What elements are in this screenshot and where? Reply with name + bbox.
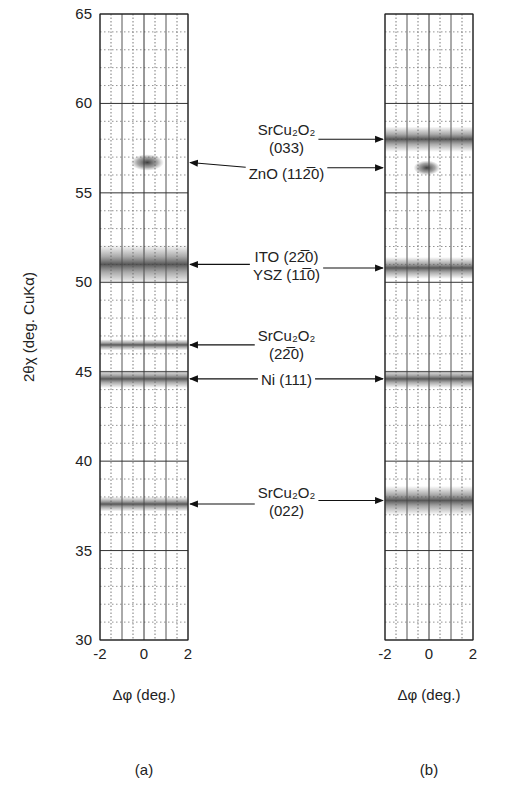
plot-background [385, 14, 473, 640]
plot-frame [100, 14, 188, 640]
y-tick-label: 65 [75, 5, 92, 22]
peak-label: SrCu₂O₂(22̅0) [258, 327, 316, 362]
peak-band [385, 370, 473, 388]
peak-band [100, 339, 188, 350]
plot-frame [385, 14, 473, 640]
peak-band [100, 245, 188, 285]
y-axis-title: 2θχ (deg. CuKα) [20, 272, 37, 382]
peak-label: Ni (111) [261, 371, 312, 388]
grid-line [385, 103, 473, 104]
annotations: SrCu₂O₂(033)ZnO (112̅0)ITO (22̅0)YSZ (11… [190, 121, 383, 519]
arrow [327, 167, 383, 168]
peak-label-line: ITO (22̅0) [255, 248, 319, 265]
grid-line [100, 103, 188, 104]
x-tick-label: 0 [425, 645, 433, 662]
arrow [315, 378, 383, 379]
grid-line [429, 14, 430, 640]
peak-label-line: ZnO (112̅0) [249, 165, 325, 182]
grid-line [100, 550, 188, 551]
grid-line [100, 461, 188, 462]
grid-line [385, 192, 473, 193]
peak-band [100, 370, 188, 388]
minor-grid [451, 14, 452, 640]
y-tick-label: 60 [75, 94, 92, 111]
y-tick-label: 55 [75, 184, 92, 201]
peak-label: ZnO (112̅0) [249, 165, 325, 182]
minor-grid [122, 14, 123, 640]
peak-band [385, 486, 473, 515]
minor-grid [407, 14, 408, 640]
peak-spot [131, 154, 164, 171]
minor-grid [396, 14, 397, 640]
grid [385, 14, 473, 640]
peak-band [385, 126, 473, 151]
arrow [190, 378, 258, 379]
minor-grid [133, 14, 134, 640]
peak-label: ITO (22̅0)YSZ (11̅0) [253, 248, 320, 283]
arrow [323, 267, 383, 268]
minor-grid [111, 14, 112, 640]
x-axis-title: Δφ (deg.) [397, 686, 460, 703]
minor-grid [462, 14, 463, 640]
arrow [190, 504, 255, 505]
x-axis-title: Δφ (deg.) [112, 686, 175, 703]
minor-grid [155, 14, 156, 640]
minor-grid [166, 14, 167, 640]
panel-label: (a) [135, 761, 153, 778]
peak-label: SrCu₂O₂(022) [258, 484, 316, 519]
plot-background [100, 14, 188, 640]
peak-label-line: SrCu₂O₂ [258, 327, 316, 344]
x-tick-label: 0 [140, 645, 148, 662]
panel-label: (b) [420, 761, 438, 778]
peak-label-line: SrCu₂O₂ [258, 484, 316, 501]
x-tick-label: 2 [184, 645, 192, 662]
peak-label-line: SrCu₂O₂ [258, 121, 316, 138]
figure: -2 0 2 30 35 40 45 50 55 60 65 Δφ (deg.) 2θχ (deg. C… [0, 0, 510, 801]
arrow [190, 344, 255, 345]
peak-spot [414, 160, 440, 175]
grid-line [385, 461, 473, 462]
grid-line [100, 192, 188, 193]
peak-label-line: (033) [269, 139, 304, 156]
arrow [190, 162, 246, 167]
y-tick-label: 45 [75, 363, 92, 380]
minor-grid [440, 14, 441, 640]
minor-grid [418, 14, 419, 640]
peak-band [385, 257, 473, 279]
y-tick-label: 35 [75, 542, 92, 559]
peaks [100, 154, 188, 511]
peak-label-line: (022) [269, 502, 304, 519]
arrow [318, 139, 383, 140]
grid-line [385, 550, 473, 551]
x-tick-label: -2 [378, 645, 391, 662]
minor-grid [177, 14, 178, 640]
peak-label-line: (22̅0) [269, 345, 304, 362]
panel: -2 0 2 Δφ (deg.) (b) [378, 14, 477, 778]
grid-line [144, 14, 145, 640]
grid-line [385, 282, 473, 283]
y-tick-label: 50 [75, 273, 92, 290]
peak-label-line: YSZ (11̅0) [253, 266, 320, 283]
x-tick-label: 2 [469, 645, 477, 662]
arrow [190, 264, 250, 265]
peak-label: SrCu₂O₂(033) [258, 121, 316, 156]
panel: -2 0 2 30 35 40 45 50 55 60 65 Δφ (deg.) 2θχ (deg. C… [20, 5, 192, 778]
y-tick-label: 40 [75, 452, 92, 469]
x-tick-label: -2 [93, 645, 106, 662]
peak-band [100, 497, 188, 512]
peak-label-line: Ni (111) [261, 371, 312, 388]
peaks [385, 126, 473, 515]
grid [100, 14, 188, 640]
arrow [318, 500, 383, 501]
y-tick-label: 30 [75, 631, 92, 648]
